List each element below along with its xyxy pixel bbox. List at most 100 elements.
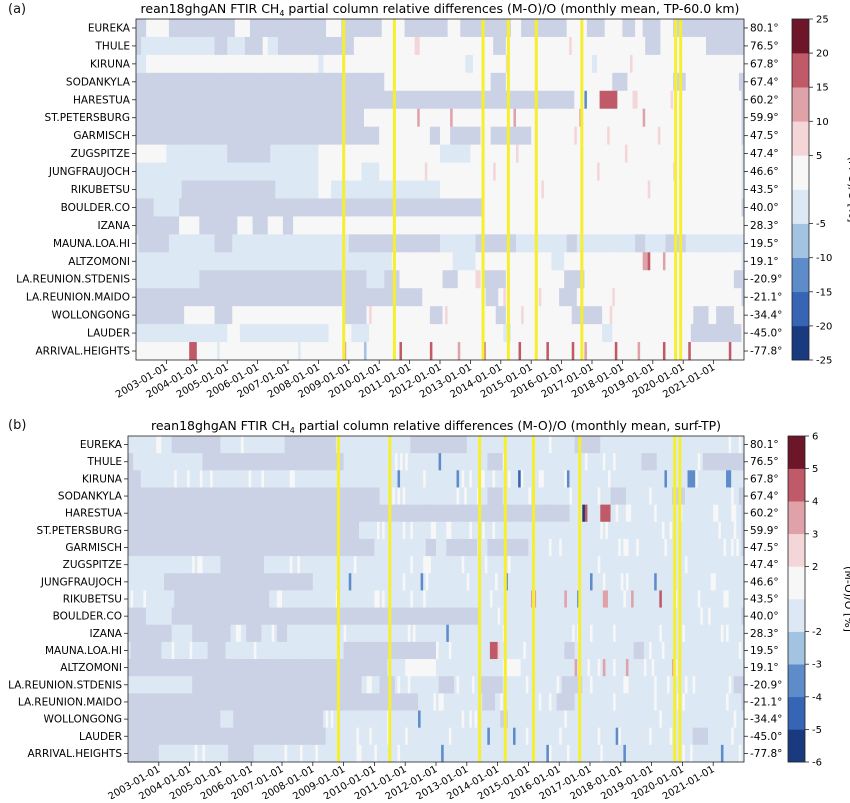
- heatmap-cell: [161, 37, 164, 55]
- heatmap-cell: [326, 55, 329, 73]
- heatmap-cell: [450, 270, 453, 288]
- heatmap-cell: [610, 324, 613, 342]
- heatmap-cell: [356, 270, 359, 288]
- heatmap-cell: [622, 288, 625, 306]
- heatmap-cell: [384, 342, 387, 360]
- heatmap-cell: [465, 109, 468, 127]
- heatmap-cell: [513, 37, 516, 55]
- heatmap-cell: [501, 234, 504, 252]
- heatmap-cell: [382, 234, 385, 252]
- heatmap-cell: [417, 216, 420, 234]
- heatmap-cell: [721, 198, 724, 216]
- heatmap-cell: [503, 216, 506, 234]
- heatmap-cell: [600, 288, 603, 306]
- heatmap-cell: [709, 37, 712, 55]
- heatmap-cell: [470, 181, 473, 199]
- heatmap-cell: [179, 109, 182, 127]
- heatmap-cell: [691, 252, 694, 270]
- heatmap-cell: [734, 288, 737, 306]
- heatmap-cell: [633, 91, 636, 109]
- heatmap-cell: [311, 91, 314, 109]
- heatmap-cell: [524, 127, 527, 145]
- heatmap-cell: [161, 145, 164, 163]
- heatmap-cell: [250, 145, 253, 163]
- heatmap-cell: [303, 342, 306, 360]
- heatmap-cell: [182, 73, 185, 91]
- heatmap-cell: [399, 73, 402, 91]
- heatmap-cell: [291, 163, 294, 181]
- heatmap-cell: [630, 234, 633, 252]
- heatmap-cell: [724, 216, 727, 234]
- heatmap-cell: [658, 73, 661, 91]
- heatmap-cell: [610, 145, 613, 163]
- heatmap-cell: [270, 324, 273, 342]
- heatmap-cell: [230, 324, 233, 342]
- heatmap-cell: [620, 216, 623, 234]
- heatmap-cell: [387, 163, 390, 181]
- heatmap-cell: [696, 163, 699, 181]
- heatmap-cell: [359, 163, 362, 181]
- heatmap-cell: [303, 216, 306, 234]
- heatmap-cell: [633, 216, 636, 234]
- heatmap-cell: [331, 127, 334, 145]
- heatmap-cell: [177, 198, 180, 216]
- latitude-label: 40.0°: [750, 202, 779, 214]
- heatmap-cell: [364, 324, 367, 342]
- heatmap-cell: [217, 73, 220, 91]
- latitude-label: 67.8°: [750, 58, 779, 70]
- heatmap-cell: [671, 288, 674, 306]
- heatmap-cell: [584, 216, 587, 234]
- heatmap-cell: [240, 324, 243, 342]
- heatmap-cell: [293, 270, 296, 288]
- heatmap-cell: [478, 342, 481, 360]
- heatmap-cell: [139, 145, 142, 163]
- heatmap-cell: [493, 37, 496, 55]
- heatmap-cell: [463, 324, 466, 342]
- heatmap-cell: [437, 19, 440, 37]
- heatmap-cell: [425, 270, 428, 288]
- heatmap-cell: [648, 306, 651, 324]
- heatmap-cell: [734, 163, 737, 181]
- heatmap-cell: [159, 145, 162, 163]
- heatmap-cell: [475, 270, 478, 288]
- heatmap-cell: [251, 436, 254, 453]
- heatmap-cell: [567, 270, 570, 288]
- heatmap-cell: [136, 216, 139, 234]
- heatmap-cell: [232, 234, 235, 252]
- heatmap-cell: [524, 288, 527, 306]
- heatmap-cell: [612, 19, 615, 37]
- heatmap-cell: [149, 55, 152, 73]
- heatmap-cell: [311, 127, 314, 145]
- heatmap-cell: [182, 342, 185, 360]
- heatmap-cell: [232, 252, 235, 270]
- heatmap-cell: [308, 234, 311, 252]
- heatmap-cell: [326, 324, 329, 342]
- heatmap-cell: [174, 234, 177, 252]
- heatmap-cell: [739, 91, 742, 109]
- heatmap-cell: [693, 19, 696, 37]
- heatmap-cell: [311, 181, 314, 199]
- heatmap-cell: [650, 91, 653, 109]
- heatmap-cell: [493, 19, 496, 37]
- heatmap-cell: [617, 91, 620, 109]
- heatmap-cell: [389, 216, 392, 234]
- heatmap-cell: [349, 288, 352, 306]
- heatmap-cell: [149, 252, 152, 270]
- heatmap-cell: [187, 270, 190, 288]
- heatmap-cell: [354, 127, 357, 145]
- heatmap-cell: [584, 37, 587, 55]
- heatmap-cell: [161, 216, 164, 234]
- heatmap-cell: [166, 127, 169, 145]
- heatmap-cell: [177, 453, 180, 470]
- heatmap-cell: [329, 109, 332, 127]
- heatmap-cell: [389, 73, 392, 91]
- heatmap-cell: [425, 73, 428, 91]
- latitude-label: -34.4°: [750, 310, 782, 322]
- heatmap-cell: [615, 91, 618, 109]
- heatmap-cell: [620, 55, 623, 73]
- heatmap-cell: [686, 145, 689, 163]
- heatmap-cell: [653, 252, 656, 270]
- heatmap-cell: [326, 234, 329, 252]
- heatmap-cell: [232, 73, 235, 91]
- heatmap-cell: [539, 109, 542, 127]
